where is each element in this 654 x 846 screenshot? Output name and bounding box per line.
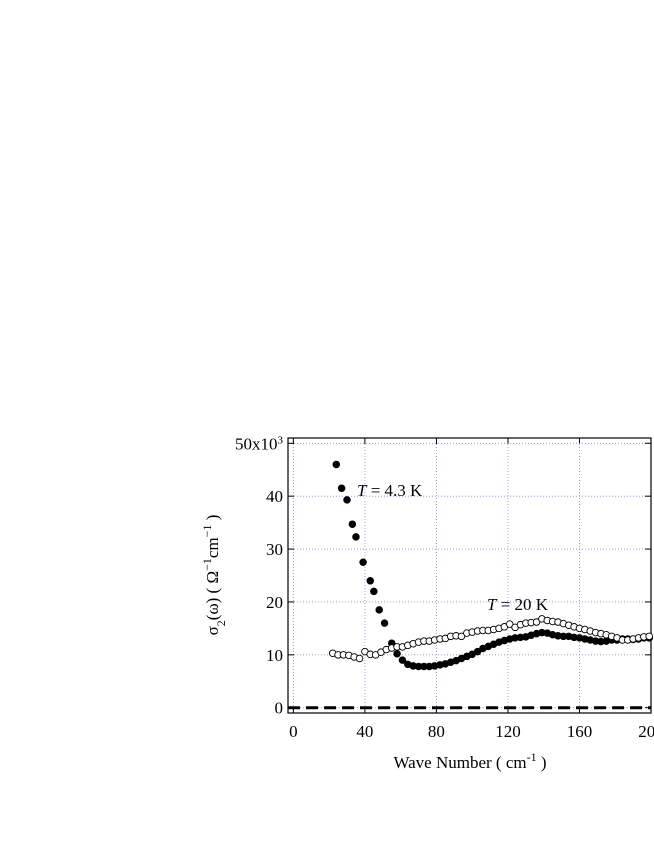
data-point <box>352 533 360 541</box>
x-tick-label: 160 <box>567 722 593 741</box>
data-point <box>532 618 541 626</box>
x-tick-label: 80 <box>428 722 445 741</box>
data-point <box>393 650 401 658</box>
y-tick-label: 10 <box>266 646 283 665</box>
y-axis-label: σ2(ω) ( Ω−1cm−1 ) <box>200 515 228 636</box>
data-point <box>380 619 389 627</box>
x-tick-label: 200 <box>638 722 654 741</box>
data-point <box>355 654 364 663</box>
text-segment: (ω) ( Ω <box>203 571 222 620</box>
data-point <box>473 647 482 656</box>
data-point <box>359 558 367 567</box>
text-segment: = 4.3 K <box>366 481 423 500</box>
data-point <box>337 484 346 492</box>
y-tick-label: 50x103 <box>235 434 284 453</box>
text-segment: ) <box>203 515 222 525</box>
data-point <box>366 577 375 585</box>
y-tick-label: 40 <box>266 487 283 506</box>
text-segment: cm <box>203 537 222 558</box>
data-point <box>370 587 378 596</box>
x-axis-label: Wave Number ( cm-1 ) <box>393 750 546 772</box>
data-point <box>398 656 407 664</box>
text-segment: T <box>487 595 498 614</box>
data-point <box>505 620 514 628</box>
data-point <box>457 632 466 641</box>
text-segment: σ <box>203 626 222 635</box>
text-segment: = 20 K <box>496 595 548 614</box>
x-tick-label: 0 <box>289 722 298 741</box>
data-point <box>332 460 341 469</box>
annotation: T = 20 K <box>487 595 549 614</box>
x-tick-label: 120 <box>495 722 521 741</box>
text-segment: Wave Number ( cm <box>393 753 526 772</box>
tick-label-text: 50x10 <box>235 434 278 453</box>
text-segment: −1 <box>200 558 214 571</box>
y-tick-label: 30 <box>266 540 283 559</box>
data-point <box>645 632 653 641</box>
text-segment: −1 <box>200 525 214 538</box>
annotation: T = 4.3 K <box>357 481 423 500</box>
data-point <box>348 520 357 528</box>
text-segment: 2 <box>214 620 228 626</box>
text-segment: -1 <box>527 750 537 764</box>
tick-label-exponent: 3 <box>278 434 284 446</box>
x-tick-label: 40 <box>356 722 373 741</box>
text-segment: T <box>357 481 368 500</box>
y-tick-label: 0 <box>275 699 284 718</box>
data-point <box>343 496 351 504</box>
y-tick-label: 20 <box>266 593 283 612</box>
text-segment: ) <box>537 753 547 772</box>
data-point <box>375 606 383 614</box>
plot-frame <box>287 437 652 714</box>
